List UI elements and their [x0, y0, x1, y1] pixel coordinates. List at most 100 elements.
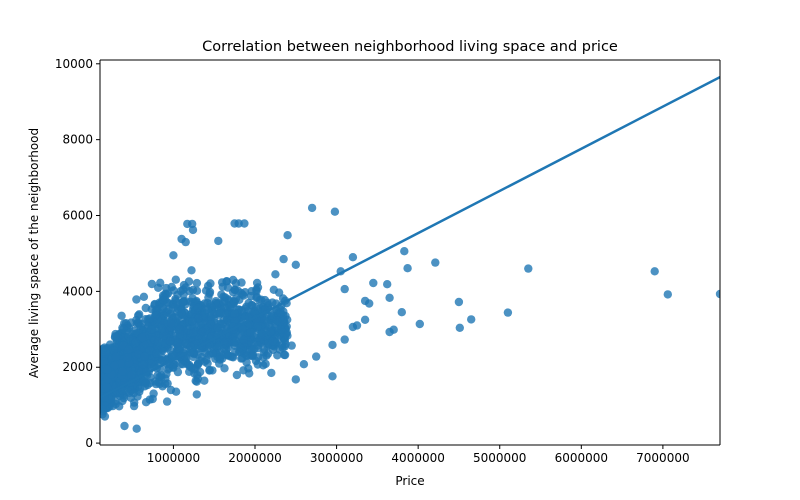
data-point	[146, 359, 156, 368]
data-point	[169, 251, 178, 260]
data-point	[348, 253, 358, 262]
data-point	[253, 321, 263, 331]
data-point	[108, 401, 118, 411]
data-point	[129, 401, 139, 411]
data-point	[184, 277, 194, 286]
data-point	[129, 388, 138, 398]
data-point	[340, 284, 349, 294]
data-point	[365, 299, 374, 308]
data-point	[154, 283, 163, 292]
data-point	[208, 349, 217, 358]
data-point	[279, 254, 288, 264]
data-point	[230, 309, 239, 318]
data-point	[248, 350, 258, 360]
x-tick-label: 1000000	[147, 451, 200, 465]
data-point	[203, 305, 212, 314]
data-point	[263, 349, 273, 358]
x-tick-label: 3000000	[310, 451, 363, 465]
y-axis: 0 2000 4000 6000 8000 10000	[55, 57, 100, 450]
data-point	[276, 309, 285, 318]
y-tick-label: 2000	[62, 360, 93, 374]
data-point	[147, 279, 157, 289]
data-point	[111, 332, 120, 341]
axes-frame	[99, 59, 721, 446]
data-point	[188, 225, 198, 235]
data-point	[234, 348, 244, 357]
data-point	[168, 303, 178, 312]
data-point	[253, 341, 262, 350]
data-point	[267, 368, 276, 378]
data-point	[237, 306, 246, 315]
data-point	[135, 310, 144, 319]
data-point	[271, 270, 280, 279]
data-point	[192, 377, 201, 386]
data-point	[219, 344, 229, 354]
data-point	[256, 295, 266, 304]
data-point	[175, 329, 184, 339]
data-point	[169, 286, 178, 295]
data-point	[283, 231, 292, 240]
data-point	[132, 424, 141, 433]
data-point	[166, 319, 176, 328]
data-point	[119, 324, 128, 334]
data-point	[312, 352, 321, 361]
data-point	[272, 316, 282, 325]
data-point	[137, 333, 147, 342]
data-point	[239, 335, 248, 344]
data-point	[181, 237, 190, 247]
data-point	[103, 365, 112, 374]
x-tick-label: 6000000	[555, 451, 608, 465]
data-point	[415, 319, 424, 329]
data-point	[245, 369, 254, 378]
data-point	[192, 390, 201, 399]
data-point	[231, 294, 241, 303]
data-point	[663, 290, 672, 299]
data-point	[206, 320, 216, 329]
data-point	[100, 404, 107, 414]
data-point	[116, 359, 125, 368]
data-point	[266, 327, 275, 337]
plot-area	[100, 75, 720, 433]
data-point	[259, 361, 268, 370]
data-point	[131, 338, 140, 347]
data-point	[246, 328, 255, 337]
data-point	[134, 349, 143, 359]
data-point	[238, 324, 247, 333]
data-point	[163, 379, 172, 388]
data-point	[147, 325, 156, 334]
y-tick-label: 8000	[62, 133, 93, 147]
data-point	[228, 275, 238, 285]
data-point	[252, 278, 262, 288]
data-point	[118, 386, 127, 395]
data-point	[145, 314, 155, 323]
data-point	[455, 323, 464, 332]
data-point	[216, 308, 225, 318]
data-point	[162, 397, 172, 406]
data-point	[193, 303, 202, 312]
data-point	[123, 353, 132, 362]
data-point	[171, 387, 181, 396]
data-point	[135, 384, 145, 393]
data-point	[385, 293, 394, 302]
data-point	[299, 360, 309, 369]
data-point	[269, 285, 278, 294]
data-point	[283, 331, 292, 340]
y-tick-label: 4000	[62, 284, 93, 298]
data-point	[369, 278, 378, 288]
data-point	[467, 315, 476, 324]
data-point	[189, 365, 198, 374]
data-point	[252, 286, 261, 296]
data-point	[168, 350, 177, 360]
data-point	[158, 303, 167, 312]
y-axis-label: Average living space of the neighborhood	[27, 128, 41, 378]
data-point	[431, 258, 440, 267]
chart-title: Correlation between neighborhood living …	[202, 39, 618, 55]
data-point	[140, 352, 149, 361]
data-point	[192, 286, 202, 295]
data-point	[141, 303, 150, 313]
data-point	[141, 379, 150, 388]
data-point	[328, 340, 337, 350]
x-axis-label: Price	[395, 474, 424, 488]
data-point	[503, 308, 513, 317]
data-point	[383, 280, 392, 289]
